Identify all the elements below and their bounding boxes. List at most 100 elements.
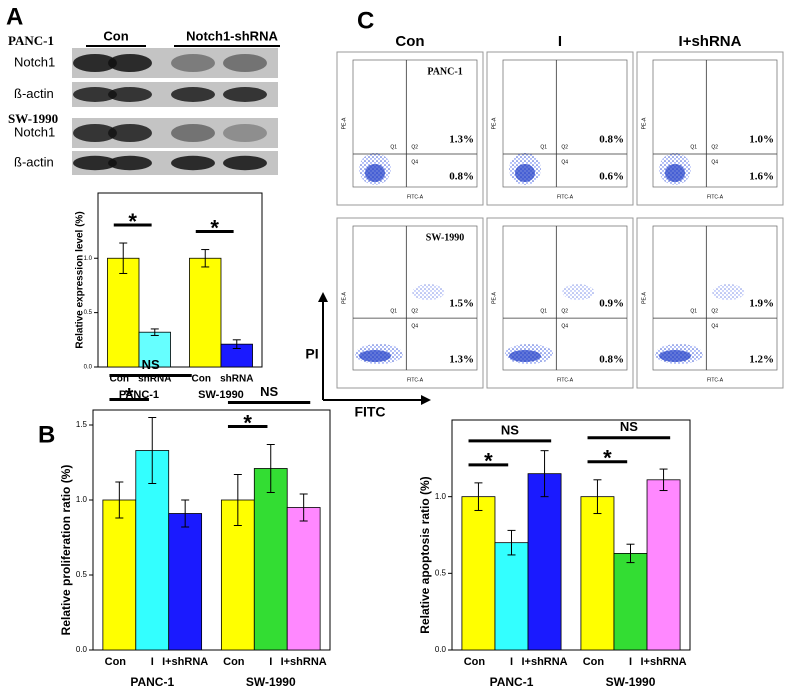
- significance-label: *: [210, 215, 219, 240]
- fitc-arrow-head: [421, 395, 431, 405]
- y-axis-label: Relative apoptosis ratio (%): [418, 476, 432, 633]
- plot-x-label: FITC-A: [557, 194, 574, 200]
- flow-plot-frame: [486, 51, 634, 206]
- group-label: SW-1990: [246, 675, 296, 689]
- flow-plot-frame: [636, 51, 784, 206]
- blot-row-label: Notch1: [14, 54, 55, 69]
- blot-band: [73, 155, 117, 171]
- bar: [168, 513, 203, 651]
- y-tick-label: 1.5: [76, 420, 88, 429]
- fitc-label: FITC: [354, 404, 385, 420]
- group-label: PANC-1: [490, 675, 534, 689]
- bar: [613, 553, 648, 651]
- lower-right-percent: 1.2%: [749, 354, 774, 366]
- upper-right-percent: 1.5%: [449, 298, 474, 310]
- bar: [286, 507, 321, 651]
- lower-right-percent: 0.8%: [599, 354, 624, 366]
- significance-label: NS: [260, 384, 278, 399]
- quadrant-label: Q1: [690, 308, 697, 314]
- x-tick-label: Con: [223, 656, 245, 668]
- panel-letter: A: [6, 3, 23, 30]
- bar: [646, 479, 681, 651]
- significance-label: *: [243, 410, 252, 435]
- bar: [138, 331, 171, 368]
- y-tick-label: 0.0: [76, 645, 88, 654]
- blot-band: [171, 155, 215, 171]
- y-tick-label: 0.5: [76, 570, 88, 579]
- blot-band: [108, 124, 152, 142]
- blot-band: [223, 87, 267, 102]
- bar: [494, 542, 529, 651]
- blot-band: [108, 54, 152, 72]
- plot-x-label: FITC-A: [707, 377, 724, 383]
- quadrant-label: Q1: [540, 308, 547, 314]
- plot-y-label: PE-A: [491, 117, 497, 129]
- blot-band: [223, 155, 267, 171]
- plot-x-label: FITC-A: [557, 377, 574, 383]
- cell-cluster-core: [359, 350, 391, 362]
- flow-inner-frame: [502, 59, 628, 188]
- cell-cluster-core: [509, 350, 541, 362]
- flow-inner-frame: [352, 225, 478, 371]
- bar: [102, 499, 137, 651]
- bar: [189, 257, 222, 368]
- flow-inner-frame: [502, 225, 628, 371]
- cell-cluster-core: [515, 164, 535, 182]
- lane-label: Notch1-shRNA: [186, 28, 278, 43]
- group-label: SW-1990: [606, 675, 656, 689]
- quadrant-label: Q4: [711, 159, 718, 165]
- cell-line-label: SW-1990: [8, 111, 58, 126]
- group-label: PANC-1: [130, 675, 174, 689]
- upper-right-percent: 1.9%: [749, 298, 774, 310]
- quadrant-label: Q1: [540, 144, 547, 150]
- cell-cluster-core: [659, 350, 691, 362]
- significance-label: NS: [142, 357, 160, 372]
- x-tick-label: Con: [192, 374, 211, 385]
- quadrant-label: Q4: [411, 159, 418, 165]
- plot-y-label: PE-A: [341, 117, 347, 129]
- blot-band: [223, 124, 267, 142]
- significance-label: *: [603, 446, 612, 471]
- x-tick-label: shRNA: [220, 374, 253, 385]
- blot-row-label: ß-actin: [14, 86, 54, 101]
- lower-right-percent: 0.6%: [599, 171, 624, 183]
- blot-band: [223, 54, 267, 72]
- flow-column-title: I+shRNA: [679, 33, 742, 50]
- bar: [107, 257, 140, 368]
- lower-right-percent: 1.6%: [749, 171, 774, 183]
- plot-x-label: FITC-A: [407, 194, 424, 200]
- quadrant-label: Q4: [711, 323, 718, 329]
- plot-x-label: FITC-A: [707, 194, 724, 200]
- upper-right-percent: 1.0%: [749, 134, 774, 146]
- quadrant-label: Q4: [561, 323, 568, 329]
- blot-band: [73, 87, 117, 102]
- y-tick-label: 0.5: [84, 310, 93, 316]
- bar: [461, 496, 496, 651]
- plot-y-label: PE-A: [491, 292, 497, 304]
- y-tick-label: 1.0: [84, 256, 93, 262]
- plot-frame: [97, 192, 263, 368]
- plot-frame: [451, 419, 691, 651]
- plot-x-label: FITC-A: [407, 377, 424, 383]
- x-tick-label: Con: [583, 656, 605, 668]
- flow-column-title: I: [558, 33, 562, 50]
- quadrant-label: Q2: [411, 144, 418, 150]
- blot-band: [171, 87, 215, 102]
- cell-line-label: PANC-1: [8, 33, 54, 48]
- flow-plot-frame: [336, 51, 484, 206]
- blot-row-label: ß-actin: [14, 154, 54, 169]
- group-label: SW-1990: [198, 389, 244, 401]
- x-tick-label: I: [629, 656, 632, 668]
- upper-right-percent: 1.3%: [449, 134, 474, 146]
- bar: [527, 473, 562, 651]
- panel-letter: C: [357, 7, 374, 34]
- cell-cluster: [412, 284, 445, 301]
- quadrant-label: Q2: [411, 308, 418, 314]
- bar: [580, 496, 615, 651]
- significance-label: *: [125, 383, 134, 408]
- x-tick-label: I: [510, 656, 513, 668]
- lane-label: Con: [103, 28, 128, 43]
- flow-inner-frame: [352, 59, 478, 188]
- blot-band: [171, 124, 215, 142]
